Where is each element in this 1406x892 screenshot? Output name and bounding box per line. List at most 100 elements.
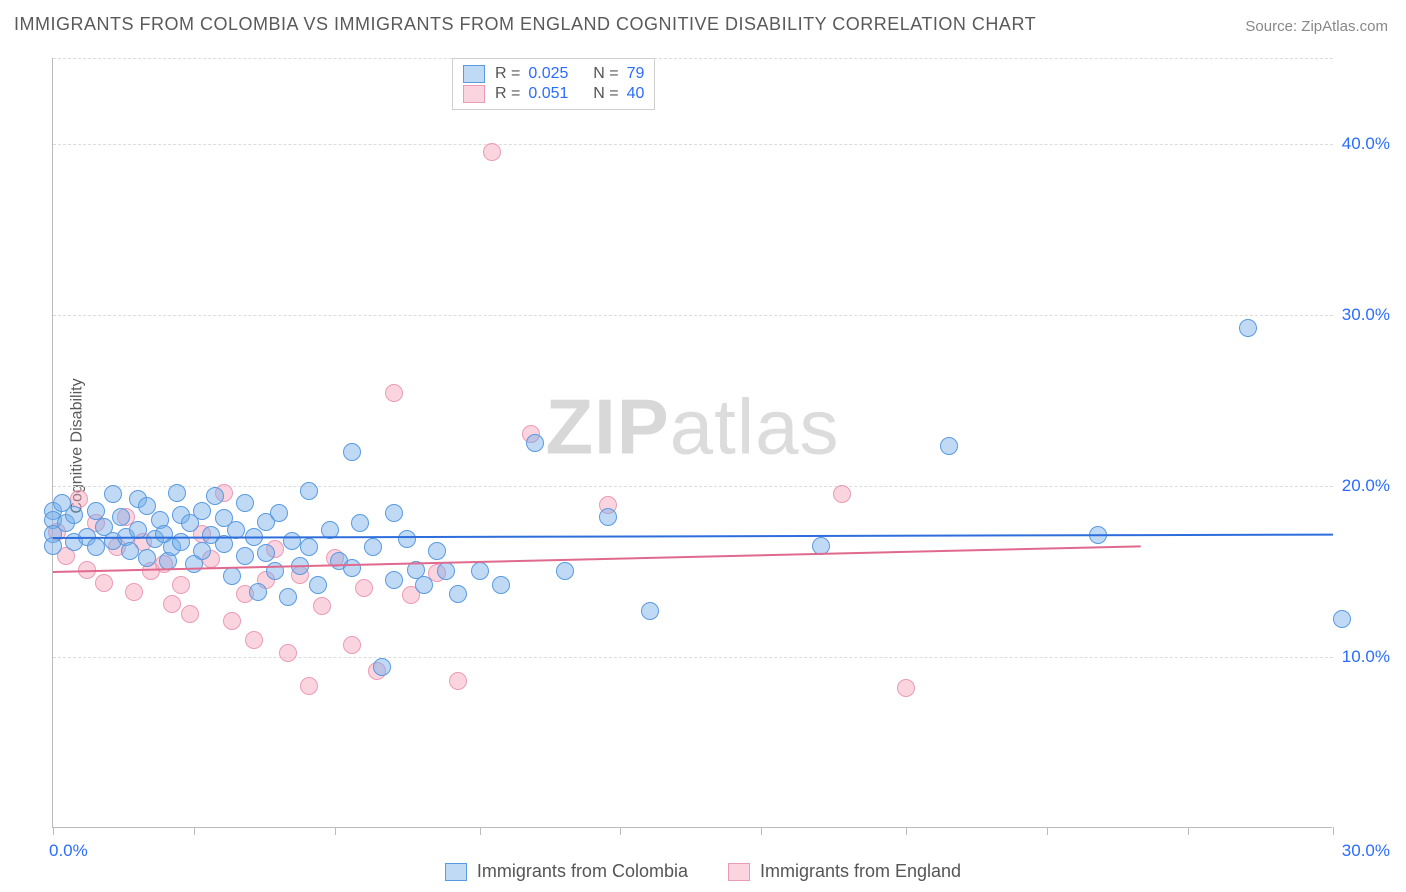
scatter-point-colombia — [385, 571, 403, 589]
scatter-point-colombia — [415, 576, 433, 594]
scatter-point-colombia — [104, 485, 122, 503]
legend-item-colombia: Immigrants from Colombia — [445, 861, 688, 882]
scatter-point-colombia — [193, 502, 211, 520]
scatter-point-colombia — [206, 487, 224, 505]
scatter-point-colombia — [309, 576, 327, 594]
scatter-point-england — [449, 672, 467, 690]
gridline — [53, 657, 1333, 658]
scatter-point-england — [300, 677, 318, 695]
scatter-point-colombia — [1333, 610, 1351, 628]
scatter-point-colombia — [249, 583, 267, 601]
swatch-colombia — [463, 65, 485, 83]
scatter-point-colombia — [112, 508, 130, 526]
watermark: ZIPatlas — [545, 382, 839, 473]
xtick-label: 30.0% — [1342, 841, 1390, 861]
scatter-point-england — [95, 574, 113, 592]
r-value-england: 0.051 — [528, 85, 568, 103]
scatter-point-colombia — [168, 484, 186, 502]
watermark-zip: ZIP — [545, 383, 669, 471]
xtick — [1333, 827, 1334, 835]
n-value-colombia: 79 — [627, 65, 645, 83]
legend-series: Immigrants from Colombia Immigrants from… — [0, 861, 1406, 882]
scatter-point-colombia — [300, 538, 318, 556]
ytick-label: 40.0% — [1342, 134, 1390, 154]
series-label-colombia: Immigrants from Colombia — [477, 861, 688, 882]
scatter-point-england — [385, 384, 403, 402]
scatter-point-colombia — [1239, 319, 1257, 337]
scatter-point-colombia — [44, 537, 62, 555]
swatch-england — [463, 85, 485, 103]
scatter-point-colombia — [343, 559, 361, 577]
legend-stats-row-colombia: R = 0.025 N = 79 — [463, 65, 644, 83]
xtick — [53, 827, 54, 835]
swatch-england — [728, 863, 750, 881]
scatter-point-colombia — [641, 602, 659, 620]
scatter-point-colombia — [364, 538, 382, 556]
n-label: N = — [593, 65, 618, 83]
xtick — [335, 827, 336, 835]
scatter-point-colombia — [599, 508, 617, 526]
scatter-point-colombia — [236, 494, 254, 512]
scatter-point-colombia — [279, 588, 297, 606]
ytick-label: 10.0% — [1342, 647, 1390, 667]
n-value-england: 40 — [627, 85, 645, 103]
plot-area: ZIPatlas 10.0%20.0%30.0%40.0%0.0%30.0% — [52, 58, 1332, 828]
chart-title: IMMIGRANTS FROM COLOMBIA VS IMMIGRANTS F… — [14, 14, 1036, 35]
gridline — [53, 58, 1333, 59]
series-label-england: Immigrants from England — [760, 861, 961, 882]
xtick — [906, 827, 907, 835]
xtick — [194, 827, 195, 835]
scatter-point-england — [181, 605, 199, 623]
source-label: Source: — [1245, 18, 1297, 35]
scatter-point-colombia — [385, 504, 403, 522]
gridline — [53, 315, 1333, 316]
xtick — [1047, 827, 1048, 835]
scatter-point-colombia — [87, 538, 105, 556]
r-label: R = — [495, 85, 520, 103]
xtick — [480, 827, 481, 835]
scatter-point-england — [483, 143, 501, 161]
scatter-point-colombia — [556, 562, 574, 580]
n-label: N = — [593, 85, 618, 103]
scatter-point-colombia — [398, 530, 416, 548]
scatter-point-colombia — [437, 562, 455, 580]
watermark-atlas: atlas — [670, 383, 840, 471]
xtick — [620, 827, 621, 835]
legend-stats-row-england: R = 0.051 N = 40 — [463, 85, 644, 103]
scatter-point-england — [897, 679, 915, 697]
r-label: R = — [495, 65, 520, 83]
scatter-point-colombia — [193, 542, 211, 560]
scatter-point-colombia — [121, 542, 139, 560]
scatter-point-colombia — [300, 482, 318, 500]
scatter-point-england — [223, 612, 241, 630]
gridline — [53, 486, 1333, 487]
scatter-point-colombia — [940, 437, 958, 455]
scatter-point-colombia — [526, 434, 544, 452]
scatter-point-colombia — [449, 585, 467, 603]
scatter-point-colombia — [223, 567, 241, 585]
source-credit: Source: ZipAtlas.com — [1245, 18, 1388, 35]
swatch-colombia — [445, 863, 467, 881]
ytick-label: 20.0% — [1342, 476, 1390, 496]
source-name: ZipAtlas.com — [1301, 18, 1388, 35]
scatter-point-colombia — [492, 576, 510, 594]
xtick — [1188, 827, 1189, 835]
scatter-point-england — [833, 485, 851, 503]
scatter-point-colombia — [373, 658, 391, 676]
gridline — [53, 144, 1333, 145]
scatter-point-colombia — [65, 506, 83, 524]
legend-stats-box: R = 0.025 N = 79 R = 0.051 N = 40 — [452, 58, 655, 110]
scatter-point-colombia — [270, 504, 288, 522]
scatter-point-colombia — [471, 562, 489, 580]
legend-item-england: Immigrants from England — [728, 861, 961, 882]
scatter-point-colombia — [236, 547, 254, 565]
scatter-point-colombia — [343, 443, 361, 461]
scatter-point-colombia — [257, 544, 275, 562]
scatter-point-colombia — [428, 542, 446, 560]
scatter-point-england — [172, 576, 190, 594]
scatter-point-colombia — [351, 514, 369, 532]
scatter-point-england — [313, 597, 331, 615]
scatter-point-colombia — [283, 532, 301, 550]
scatter-point-england — [355, 579, 373, 597]
scatter-point-england — [343, 636, 361, 654]
